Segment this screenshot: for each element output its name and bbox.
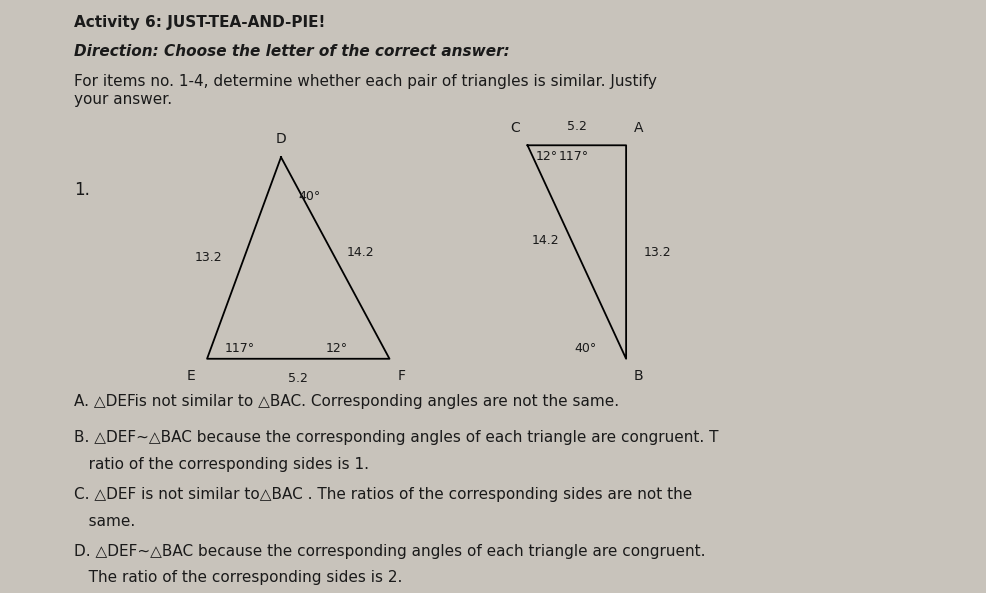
Text: For items no. 1-4, determine whether each pair of triangles is similar. Justify
: For items no. 1-4, determine whether eac…	[74, 74, 657, 107]
Text: 12°: 12°	[325, 342, 347, 355]
Text: Activity 6: JUST-TEA-AND-PIE!: Activity 6: JUST-TEA-AND-PIE!	[74, 15, 325, 30]
Text: B: B	[634, 369, 644, 384]
Text: C: C	[510, 120, 520, 135]
Text: 12°: 12°	[535, 150, 557, 163]
Text: 13.2: 13.2	[194, 251, 223, 264]
Text: 13.2: 13.2	[644, 246, 671, 259]
Text: F: F	[397, 369, 405, 384]
Text: C. △DEF is not similar to△BAC . The ratios of the corresponding sides are not th: C. △DEF is not similar to△BAC . The rati…	[74, 487, 692, 502]
Text: 1.: 1.	[74, 181, 90, 199]
Text: The ratio of the corresponding sides is 2.: The ratio of the corresponding sides is …	[74, 570, 402, 585]
Text: Direction: Choose the letter of the correct answer:: Direction: Choose the letter of the corr…	[74, 44, 510, 59]
Text: ratio of the corresponding sides is 1.: ratio of the corresponding sides is 1.	[74, 457, 369, 471]
Text: 117°: 117°	[559, 150, 590, 163]
Text: 40°: 40°	[299, 190, 321, 203]
Text: E: E	[186, 369, 195, 384]
Text: 40°: 40°	[575, 342, 598, 355]
Text: 117°: 117°	[225, 342, 255, 355]
Text: 14.2: 14.2	[347, 246, 375, 259]
Text: A: A	[634, 120, 644, 135]
Text: same.: same.	[74, 514, 135, 528]
Text: B. △DEF~△BAC because the corresponding angles of each triangle are congruent. T: B. △DEF~△BAC because the corresponding a…	[74, 430, 719, 445]
Text: D. △DEF~△BAC because the corresponding angles of each triangle are congruent.: D. △DEF~△BAC because the corresponding a…	[74, 544, 705, 559]
Text: 5.2: 5.2	[567, 120, 587, 133]
Text: 14.2: 14.2	[531, 234, 559, 247]
Text: A. △DEFis not similar to △BAC. Corresponding angles are not the same.: A. △DEFis not similar to △BAC. Correspon…	[74, 394, 619, 409]
Text: D: D	[276, 132, 286, 146]
Text: 5.2: 5.2	[288, 372, 309, 385]
